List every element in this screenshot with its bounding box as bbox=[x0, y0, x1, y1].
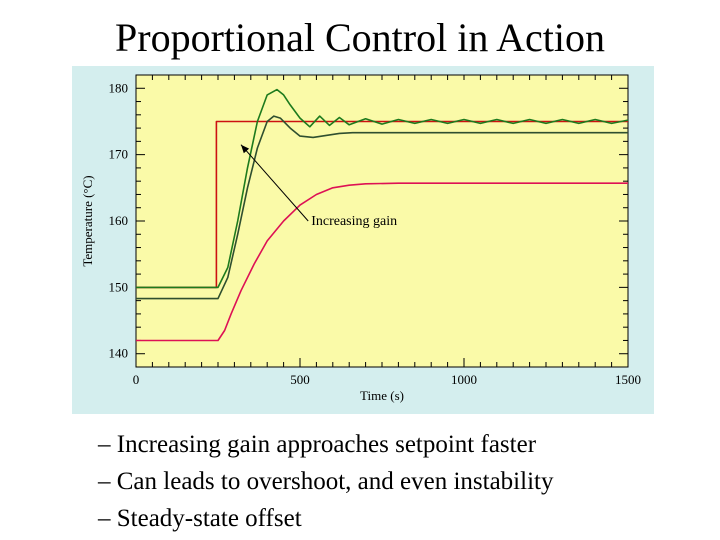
bullet-item: – Can leads to overshoot, and even insta… bbox=[98, 468, 554, 495]
x-tick-label: 1000 bbox=[451, 372, 477, 387]
annotation-label: Increasing gain bbox=[311, 214, 397, 229]
bullet-item: – Increasing gain approaches setpoint fa… bbox=[98, 431, 537, 458]
y-axis-label: Temperature (°C) bbox=[80, 175, 95, 266]
bullet-list: – Increasing gain approaches setpoint fa… bbox=[98, 426, 553, 537]
y-tick-label: 160 bbox=[109, 213, 129, 228]
temperature-chart: Increasing gain 0 500 1000 1500 140 150 160 170… bbox=[72, 66, 654, 414]
annotations: Increasing gain bbox=[240, 144, 397, 229]
data-series bbox=[136, 88, 629, 342]
annotation-arrowhead bbox=[241, 144, 250, 154]
x-axis-label: Time (s) bbox=[360, 388, 404, 403]
series-line-high-gain bbox=[136, 88, 629, 289]
y-tick-label: 150 bbox=[109, 279, 129, 294]
series-line-low-gain bbox=[136, 182, 628, 342]
x-tick-label: 0 bbox=[133, 372, 140, 387]
tick-labels: 0 500 1000 1500 140 150 160 170 180 bbox=[109, 80, 642, 387]
slide-title: Proportional Control in Action bbox=[115, 15, 605, 60]
y-tick-label: 170 bbox=[109, 147, 129, 162]
series-line-mid-gain bbox=[136, 115, 628, 300]
x-tick-label: 1500 bbox=[615, 372, 641, 387]
chart-panel: Increasing gain 0 500 1000 1500 140 150 160 170… bbox=[72, 66, 654, 414]
y-tick-label: 140 bbox=[109, 346, 129, 361]
y-tick-label: 180 bbox=[109, 80, 129, 95]
bullet-item: – Steady-state offset bbox=[98, 505, 302, 532]
annotation-arrow bbox=[240, 144, 309, 222]
x-tick-label: 500 bbox=[290, 372, 310, 387]
axis-ticks bbox=[135, 75, 629, 367]
